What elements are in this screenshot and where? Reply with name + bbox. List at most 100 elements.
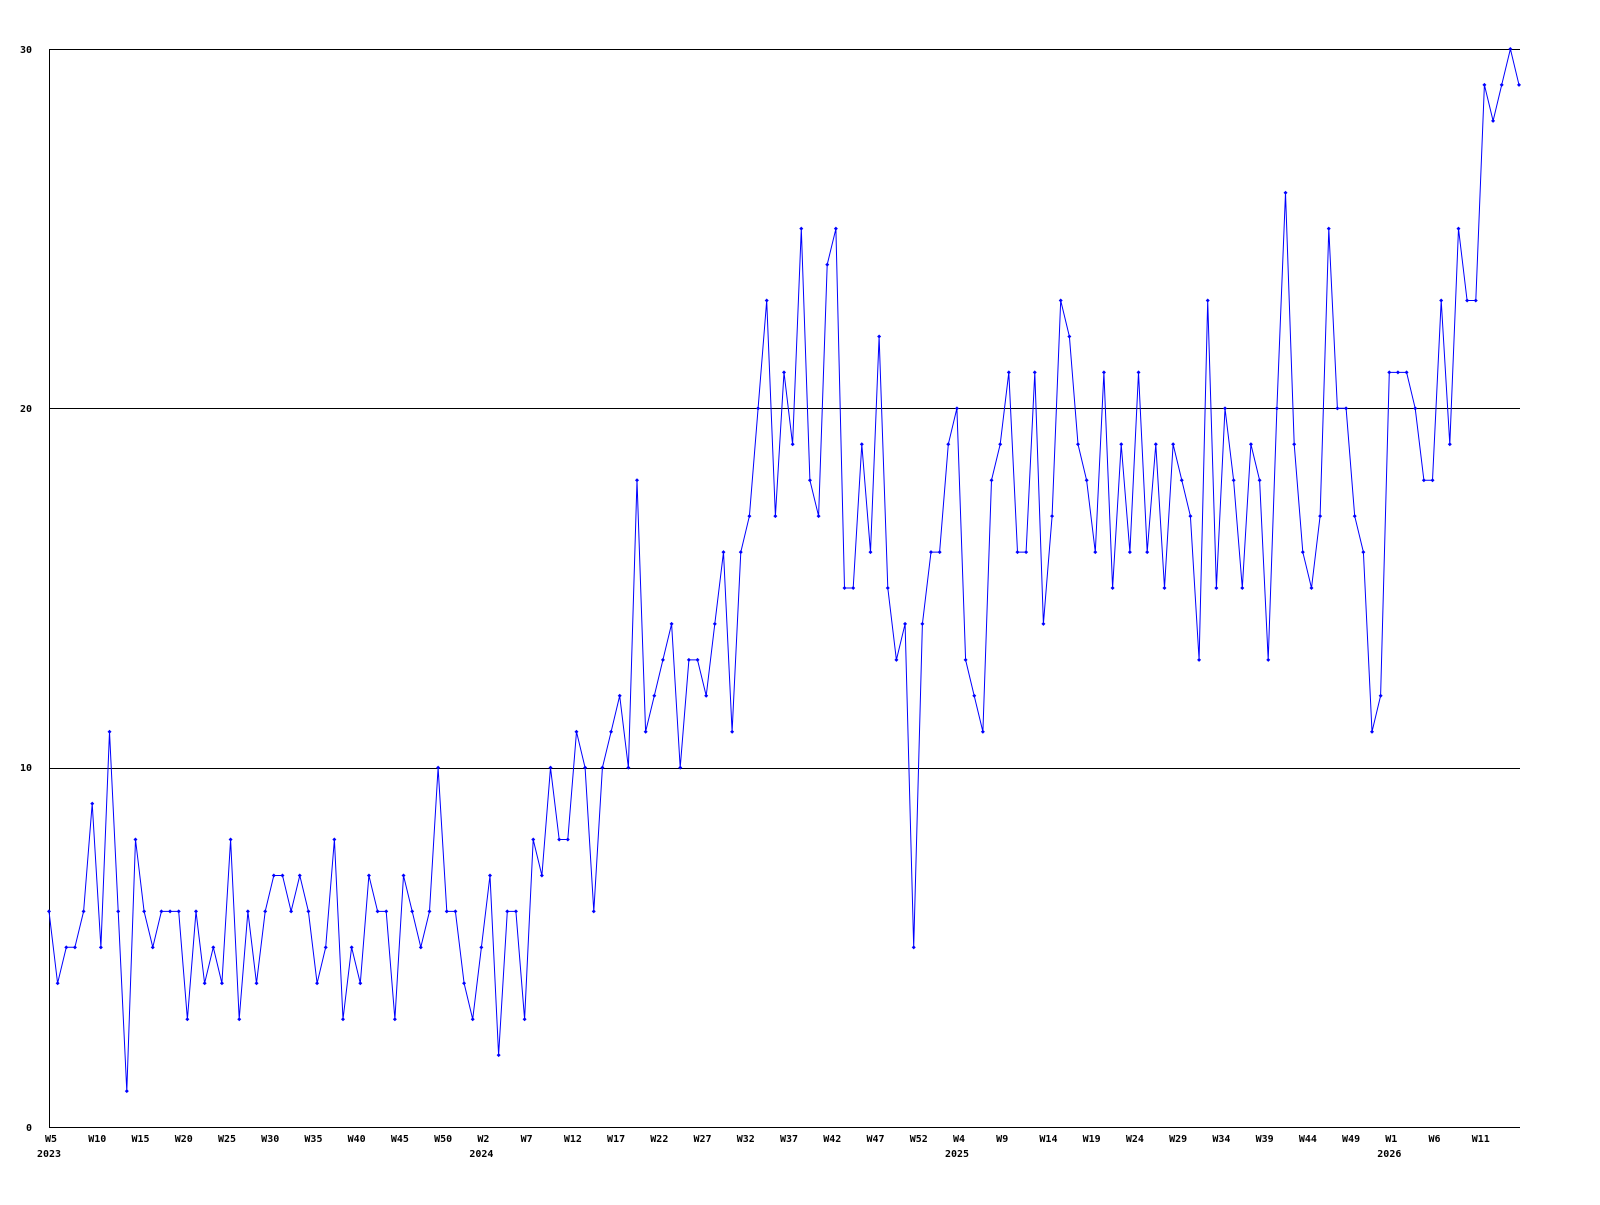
data-point bbox=[712, 621, 717, 626]
data-point bbox=[1127, 550, 1132, 555]
series-line-group bbox=[47, 47, 1521, 1094]
x-tick-label: W49 bbox=[1342, 1134, 1360, 1145]
x-tick-label: W10 bbox=[88, 1134, 106, 1145]
x-tick-label: W22 bbox=[650, 1134, 668, 1145]
data-point bbox=[730, 729, 735, 734]
data-point bbox=[1344, 406, 1349, 411]
x-tick-label: W12 bbox=[564, 1134, 582, 1145]
x-tick-label: W30 bbox=[261, 1134, 279, 1145]
data-point bbox=[807, 478, 812, 483]
data-point bbox=[168, 909, 173, 914]
data-point bbox=[903, 621, 908, 626]
data-point bbox=[963, 657, 968, 662]
x-tick-label: W34 bbox=[1212, 1134, 1230, 1145]
data-point bbox=[1076, 442, 1080, 447]
data-point bbox=[825, 262, 830, 267]
data-point bbox=[124, 1089, 129, 1094]
data-point bbox=[920, 621, 925, 626]
data-point bbox=[1119, 442, 1124, 447]
data-point bbox=[90, 801, 95, 806]
x-tick-label: W29 bbox=[1169, 1134, 1187, 1145]
data-point bbox=[401, 873, 406, 878]
x-year-label: 2025 bbox=[945, 1149, 969, 1160]
data-point bbox=[1361, 550, 1366, 555]
data-point bbox=[410, 909, 415, 914]
x-tick-label: W4 bbox=[953, 1134, 965, 1145]
data-point bbox=[1214, 586, 1219, 590]
data-point bbox=[565, 837, 570, 842]
data-point bbox=[202, 981, 207, 986]
x-tick-label: W7 bbox=[521, 1134, 533, 1145]
data-point bbox=[583, 765, 588, 770]
data-point bbox=[894, 657, 899, 662]
data-point bbox=[289, 909, 294, 914]
y-tick-label-20: 20 bbox=[20, 404, 32, 415]
data-point bbox=[194, 909, 198, 914]
x-tick-label: W9 bbox=[996, 1134, 1008, 1145]
data-point bbox=[98, 945, 103, 950]
x-tick-label: W2 bbox=[477, 1134, 489, 1145]
x-tick-label: W37 bbox=[780, 1134, 798, 1145]
data-point bbox=[315, 981, 320, 986]
data-point bbox=[1430, 478, 1435, 483]
data-point bbox=[1491, 118, 1496, 123]
x-tick-label: W47 bbox=[866, 1134, 884, 1145]
data-point bbox=[1378, 693, 1383, 698]
data-point bbox=[721, 550, 726, 555]
data-point bbox=[228, 837, 233, 842]
data-point bbox=[55, 981, 60, 986]
data-point bbox=[1058, 298, 1063, 303]
data-point bbox=[237, 1017, 242, 1022]
data-point bbox=[989, 478, 994, 483]
data-point bbox=[1257, 478, 1262, 483]
data-point bbox=[747, 514, 752, 519]
data-point bbox=[271, 873, 276, 878]
data-point bbox=[1326, 226, 1331, 231]
data-point bbox=[349, 945, 354, 950]
x-tick-label: W17 bbox=[607, 1134, 625, 1145]
data-point bbox=[513, 909, 518, 914]
data-point bbox=[626, 765, 631, 770]
data-point bbox=[773, 514, 778, 519]
data-point bbox=[1171, 442, 1176, 447]
data-point bbox=[609, 729, 614, 734]
data-point bbox=[574, 729, 579, 734]
data-point bbox=[453, 909, 458, 914]
data-point bbox=[635, 478, 639, 483]
data-point bbox=[669, 621, 674, 626]
data-point bbox=[1153, 442, 1158, 447]
data-point bbox=[1318, 514, 1323, 519]
x-tick-label: W35 bbox=[304, 1134, 322, 1145]
data-point bbox=[81, 909, 86, 914]
data-point bbox=[1439, 298, 1444, 303]
data-point bbox=[1404, 370, 1409, 375]
x-tick-label: W45 bbox=[391, 1134, 409, 1145]
x-year-label: 2023 bbox=[37, 1149, 61, 1160]
data-point bbox=[1274, 406, 1279, 411]
data-point bbox=[704, 693, 709, 698]
data-point bbox=[1101, 370, 1106, 375]
data-point bbox=[470, 1017, 475, 1022]
x-tick-label: W1 bbox=[1385, 1134, 1397, 1145]
data-point bbox=[972, 693, 977, 698]
data-point bbox=[1413, 406, 1418, 411]
data-point bbox=[678, 765, 683, 770]
x-tick-label: W6 bbox=[1429, 1134, 1441, 1145]
data-point bbox=[107, 729, 112, 734]
x-year-label: 2026 bbox=[1377, 1149, 1401, 1160]
data-point bbox=[1110, 586, 1115, 590]
x-tick-label: W14 bbox=[1039, 1134, 1057, 1145]
data-point bbox=[263, 909, 268, 914]
data-point bbox=[868, 550, 873, 555]
data-point bbox=[738, 550, 743, 555]
data-point bbox=[375, 909, 380, 914]
data-point bbox=[1482, 82, 1487, 87]
x-tick-label: W42 bbox=[823, 1134, 841, 1145]
data-point bbox=[1335, 406, 1340, 411]
data-point bbox=[358, 981, 363, 986]
data-point bbox=[539, 873, 544, 878]
data-point bbox=[392, 1017, 397, 1022]
data-point bbox=[686, 657, 691, 662]
data-point bbox=[219, 981, 224, 986]
